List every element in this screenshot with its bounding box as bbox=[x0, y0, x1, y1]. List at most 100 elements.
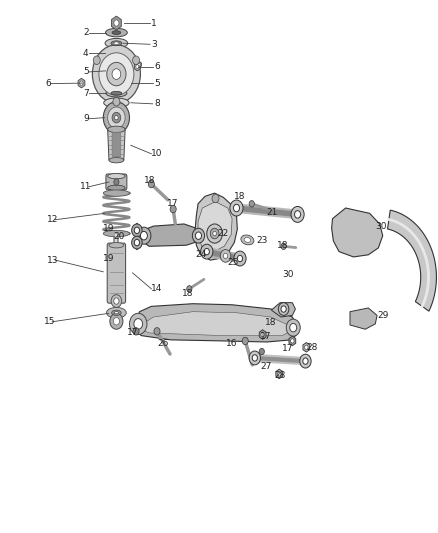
FancyBboxPatch shape bbox=[107, 243, 126, 303]
Circle shape bbox=[132, 236, 142, 249]
Text: 17: 17 bbox=[261, 332, 272, 341]
Ellipse shape bbox=[104, 98, 129, 108]
Text: 25: 25 bbox=[227, 258, 239, 266]
Circle shape bbox=[294, 211, 300, 218]
Text: 18: 18 bbox=[234, 192, 246, 201]
Circle shape bbox=[281, 306, 286, 312]
Circle shape bbox=[212, 194, 219, 203]
Text: 20: 20 bbox=[114, 232, 125, 241]
Text: 27: 27 bbox=[261, 362, 272, 371]
Polygon shape bbox=[134, 62, 140, 71]
Text: 17: 17 bbox=[127, 328, 138, 337]
Text: 18: 18 bbox=[265, 318, 276, 327]
Text: 18: 18 bbox=[144, 176, 156, 185]
Polygon shape bbox=[195, 193, 237, 260]
Text: 26: 26 bbox=[157, 338, 169, 348]
Text: 6: 6 bbox=[45, 79, 51, 88]
Text: 23: 23 bbox=[256, 237, 268, 246]
Polygon shape bbox=[259, 330, 266, 340]
Circle shape bbox=[115, 116, 118, 120]
Text: 21: 21 bbox=[267, 208, 278, 217]
Text: 16: 16 bbox=[226, 338, 237, 348]
Circle shape bbox=[136, 64, 139, 69]
Polygon shape bbox=[350, 308, 377, 329]
Text: 13: 13 bbox=[46, 256, 58, 264]
Text: 18: 18 bbox=[276, 241, 288, 250]
Text: 2: 2 bbox=[83, 28, 88, 37]
Circle shape bbox=[133, 328, 139, 335]
Text: 28: 28 bbox=[306, 343, 317, 352]
Circle shape bbox=[134, 239, 140, 246]
Circle shape bbox=[111, 295, 122, 308]
Circle shape bbox=[113, 98, 120, 106]
Circle shape bbox=[138, 63, 140, 66]
Polygon shape bbox=[112, 16, 121, 30]
Ellipse shape bbox=[241, 235, 254, 245]
Text: 14: 14 bbox=[151, 284, 162, 293]
Circle shape bbox=[261, 333, 265, 337]
Ellipse shape bbox=[114, 42, 119, 45]
Circle shape bbox=[192, 228, 205, 243]
Circle shape bbox=[137, 227, 151, 244]
Text: 15: 15 bbox=[44, 317, 55, 326]
Polygon shape bbox=[141, 312, 290, 336]
Circle shape bbox=[213, 231, 216, 236]
Text: 11: 11 bbox=[80, 182, 92, 191]
Circle shape bbox=[108, 107, 125, 128]
Circle shape bbox=[249, 200, 254, 207]
Text: 22: 22 bbox=[217, 229, 228, 238]
Text: 1: 1 bbox=[151, 19, 156, 28]
Circle shape bbox=[201, 244, 213, 259]
Circle shape bbox=[141, 231, 148, 240]
Ellipse shape bbox=[109, 243, 124, 248]
Circle shape bbox=[278, 372, 281, 376]
Circle shape bbox=[110, 313, 123, 329]
Text: 5: 5 bbox=[154, 78, 160, 87]
Text: 29: 29 bbox=[377, 311, 389, 320]
Circle shape bbox=[93, 56, 100, 64]
Circle shape bbox=[80, 81, 83, 85]
Text: 8: 8 bbox=[154, 99, 160, 108]
Polygon shape bbox=[141, 224, 201, 246]
Circle shape bbox=[107, 62, 126, 86]
Circle shape bbox=[237, 255, 243, 262]
Circle shape bbox=[112, 69, 121, 79]
FancyBboxPatch shape bbox=[112, 133, 121, 157]
Circle shape bbox=[223, 253, 228, 259]
Ellipse shape bbox=[108, 173, 125, 179]
Circle shape bbox=[114, 298, 119, 304]
Text: 12: 12 bbox=[46, 215, 58, 224]
Circle shape bbox=[234, 251, 246, 266]
Ellipse shape bbox=[106, 308, 126, 318]
Ellipse shape bbox=[112, 101, 121, 104]
Text: 19: 19 bbox=[103, 254, 115, 263]
Ellipse shape bbox=[104, 50, 128, 57]
Circle shape bbox=[114, 179, 119, 185]
Circle shape bbox=[252, 355, 258, 361]
Polygon shape bbox=[276, 369, 283, 378]
Polygon shape bbox=[198, 201, 232, 252]
Ellipse shape bbox=[106, 90, 127, 97]
Text: 9: 9 bbox=[83, 114, 89, 123]
Text: 30: 30 bbox=[376, 222, 387, 231]
Text: 5: 5 bbox=[83, 68, 89, 76]
Circle shape bbox=[291, 206, 304, 222]
Ellipse shape bbox=[112, 31, 121, 35]
Polygon shape bbox=[272, 303, 295, 317]
Polygon shape bbox=[108, 130, 125, 160]
Circle shape bbox=[210, 228, 219, 239]
Circle shape bbox=[303, 358, 308, 365]
Circle shape bbox=[290, 324, 297, 332]
Text: 28: 28 bbox=[275, 371, 286, 380]
Ellipse shape bbox=[111, 91, 122, 95]
Circle shape bbox=[114, 20, 119, 26]
Circle shape bbox=[204, 248, 209, 255]
Circle shape bbox=[249, 351, 261, 365]
Text: 3: 3 bbox=[152, 40, 157, 49]
Ellipse shape bbox=[112, 310, 121, 316]
Circle shape bbox=[134, 227, 140, 233]
Polygon shape bbox=[289, 336, 296, 346]
Polygon shape bbox=[78, 78, 85, 88]
Circle shape bbox=[300, 354, 311, 368]
Circle shape bbox=[154, 328, 160, 335]
